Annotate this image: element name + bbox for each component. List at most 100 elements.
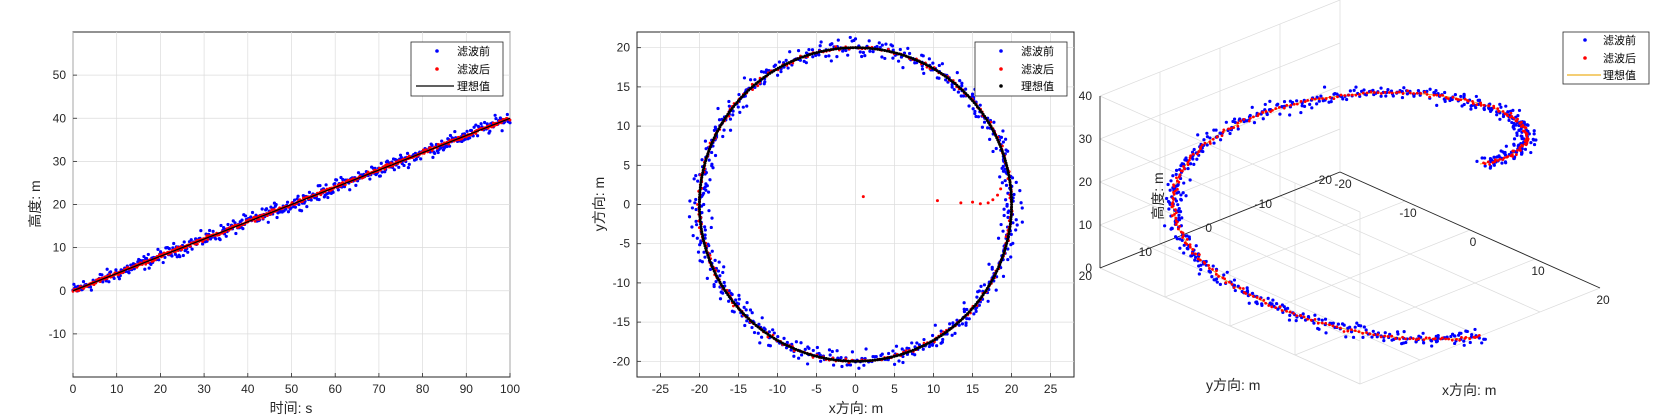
- point-before: [1185, 234, 1189, 238]
- point-before: [986, 126, 990, 130]
- point-before: [1498, 117, 1502, 121]
- point-before: [799, 341, 803, 345]
- point-before: [933, 323, 937, 327]
- point-after: [1331, 324, 1335, 328]
- point-before: [784, 346, 789, 350]
- point-ideal: [1008, 183, 1012, 187]
- point-before: [260, 207, 264, 211]
- point-ideal: [873, 47, 877, 51]
- point-after: [180, 248, 183, 252]
- point-before: [977, 289, 981, 293]
- point-before: [828, 353, 832, 357]
- point-ideal: [1000, 256, 1004, 260]
- point-ideal: [895, 51, 899, 55]
- point-ideal: [708, 145, 712, 149]
- point-before: [1260, 302, 1264, 306]
- point-before: [803, 347, 807, 351]
- point-before: [190, 247, 194, 251]
- point-before: [296, 194, 300, 198]
- point-before: [1335, 92, 1339, 96]
- point-ideal: [703, 244, 707, 248]
- y-tick-label: 10: [53, 241, 67, 255]
- point-after: [1274, 306, 1278, 309]
- point-before: [1317, 99, 1321, 103]
- point-after: [1208, 266, 1211, 270]
- point-after: [1288, 310, 1292, 314]
- point-after: [1365, 91, 1369, 95]
- point-before: [419, 157, 423, 161]
- point-before: [211, 229, 215, 233]
- point-ideal: [798, 56, 802, 60]
- point-before: [1460, 104, 1464, 108]
- axes-box-3d: [1099, 0, 1601, 385]
- point-before: [953, 331, 957, 336]
- point-before: [702, 250, 706, 254]
- point-before: [828, 43, 832, 47]
- point-after: [1262, 298, 1266, 302]
- point-before: [1453, 93, 1457, 97]
- point-before: [1011, 221, 1015, 225]
- point-before: [915, 341, 919, 345]
- point-after: [1524, 133, 1528, 137]
- point-before: [1275, 302, 1279, 306]
- point-before: [1512, 127, 1516, 131]
- point-before: [1001, 140, 1005, 144]
- x-tick-label: 0: [1470, 235, 1477, 249]
- point-before: [1451, 332, 1455, 336]
- point-ideal: [1003, 249, 1007, 253]
- point-after: [1232, 126, 1236, 129]
- point-after: [1512, 116, 1516, 120]
- point-before: [771, 328, 775, 332]
- point-before: [728, 128, 733, 132]
- point-before: [950, 85, 954, 89]
- point-before: [841, 49, 845, 53]
- point-before: [1515, 133, 1519, 137]
- point-before: [1176, 203, 1180, 207]
- point-before: [1236, 284, 1240, 288]
- point-before: [883, 56, 887, 61]
- point-before: [292, 198, 297, 202]
- point-after: [1383, 91, 1387, 94]
- point-after: [1447, 337, 1451, 341]
- point-before: [234, 231, 238, 236]
- point-before: [939, 329, 943, 333]
- point-ideal: [1007, 229, 1011, 233]
- point-after: [474, 132, 478, 135]
- point-before: [402, 163, 406, 168]
- point-before: [736, 302, 741, 306]
- point-after: [1282, 106, 1286, 110]
- point-ideal: [999, 260, 1003, 264]
- point-ideal: [698, 215, 702, 219]
- point-before: [1470, 103, 1474, 108]
- point-before: [840, 364, 844, 369]
- point-ideal: [878, 48, 882, 52]
- point-before: [1316, 326, 1320, 331]
- point-before: [694, 207, 698, 212]
- point-before: [723, 284, 727, 288]
- x-axis-label-2: x方向: m: [829, 400, 883, 416]
- point-after: [1353, 329, 1357, 333]
- point-before: [1174, 235, 1178, 239]
- point-after: [1523, 142, 1527, 146]
- point-before: [708, 178, 712, 182]
- point-before: [1295, 99, 1299, 103]
- point-after: [1229, 127, 1233, 130]
- point-ideal: [698, 195, 702, 199]
- point-after: [1176, 227, 1180, 231]
- point-after: [1516, 149, 1519, 152]
- point-before: [1201, 149, 1205, 154]
- legend-after-label: 滤波后: [1603, 52, 1636, 65]
- point-before: [1199, 267, 1203, 272]
- point-ideal: [1004, 161, 1008, 165]
- point-ideal: [1006, 168, 1010, 172]
- point-before: [413, 151, 418, 155]
- point-before: [1422, 341, 1426, 345]
- point-before: [307, 190, 312, 194]
- point-ideal: [711, 267, 715, 271]
- point-before: [737, 92, 741, 97]
- point-before: [962, 310, 967, 314]
- point-before: [436, 150, 440, 155]
- point-before: [1503, 160, 1508, 164]
- point-before: [1163, 224, 1167, 228]
- point-before: [922, 337, 926, 342]
